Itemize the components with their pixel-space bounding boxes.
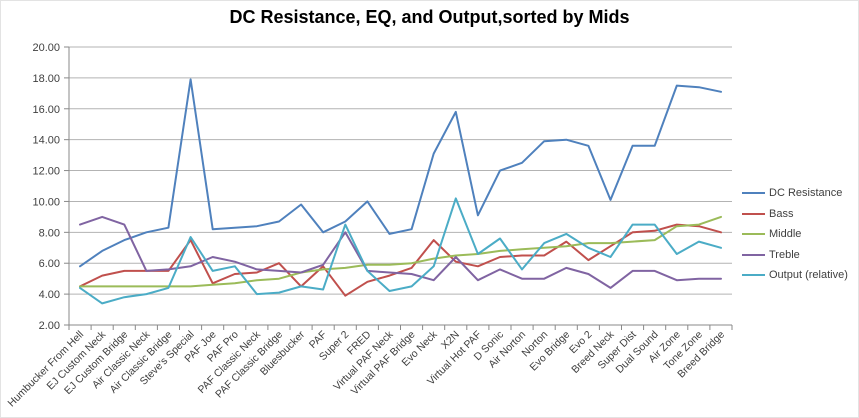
series-line-output-relative[interactable] (79, 197, 722, 305)
series-line-treble[interactable] (79, 215, 722, 289)
legend-label: DC Resistance (769, 187, 843, 200)
chart-legend: DC Resistance Bass Middle Treble Output (rel… (742, 183, 848, 286)
y-gridlines (64, 46, 732, 326)
legend-swatch-middle (742, 233, 765, 236)
y-axis-label: 10.00 (32, 196, 60, 208)
y-axis-label: 14.00 (32, 135, 60, 147)
y-axis-label: 6.00 (39, 258, 60, 270)
y-axis-label: 16.00 (32, 104, 60, 116)
legend-item-treble[interactable]: Treble (742, 245, 848, 266)
legend-swatch-dc-resistance (742, 192, 765, 195)
legend-item-output-relative[interactable]: Output (relative) (742, 265, 848, 286)
y-axis-label: 4.00 (39, 289, 60, 301)
legend-label: Output (relative) (769, 269, 848, 282)
y-axis-label: 12.00 (32, 166, 60, 178)
legend-item-dc-resistance[interactable]: DC Resistance (742, 183, 848, 204)
legend-item-bass[interactable]: Bass (742, 204, 848, 225)
legend-swatch-bass (742, 212, 765, 215)
y-axis-labels: 2.00 4.00 6.00 8.00 10.00 12.00 14.00 16.00 18.0… (32, 42, 60, 332)
y-axis-label: 20.00 (32, 42, 60, 54)
chart-title: DC Resistance, EQ, and Output,sorted by … (229, 7, 630, 27)
y-axis-label: 2.00 (39, 320, 60, 332)
legend-item-middle[interactable]: Middle (742, 224, 848, 245)
legend-label: Bass (769, 207, 794, 220)
legend-label: Middle (769, 228, 802, 241)
y-axis-label: 8.00 (39, 227, 60, 239)
legend-label: Treble (769, 248, 800, 261)
series-line-dc-resistance[interactable] (79, 78, 722, 268)
legend-swatch-treble (742, 253, 765, 256)
legend-swatch-output-relative (742, 274, 765, 277)
series-line-middle[interactable] (79, 215, 722, 288)
y-axis-label: 18.00 (32, 73, 60, 85)
